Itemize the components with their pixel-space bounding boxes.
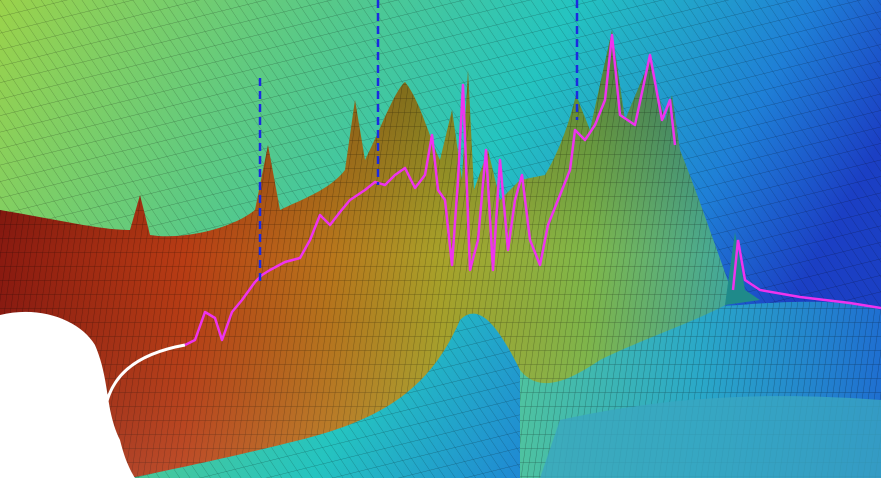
critical-curve [184, 33, 677, 347]
foreground-valley [540, 396, 881, 478]
ridge-shading [0, 30, 735, 478]
critical-curve-right [731, 239, 881, 310]
white-curve [103, 343, 186, 411]
void-region [0, 311, 135, 478]
